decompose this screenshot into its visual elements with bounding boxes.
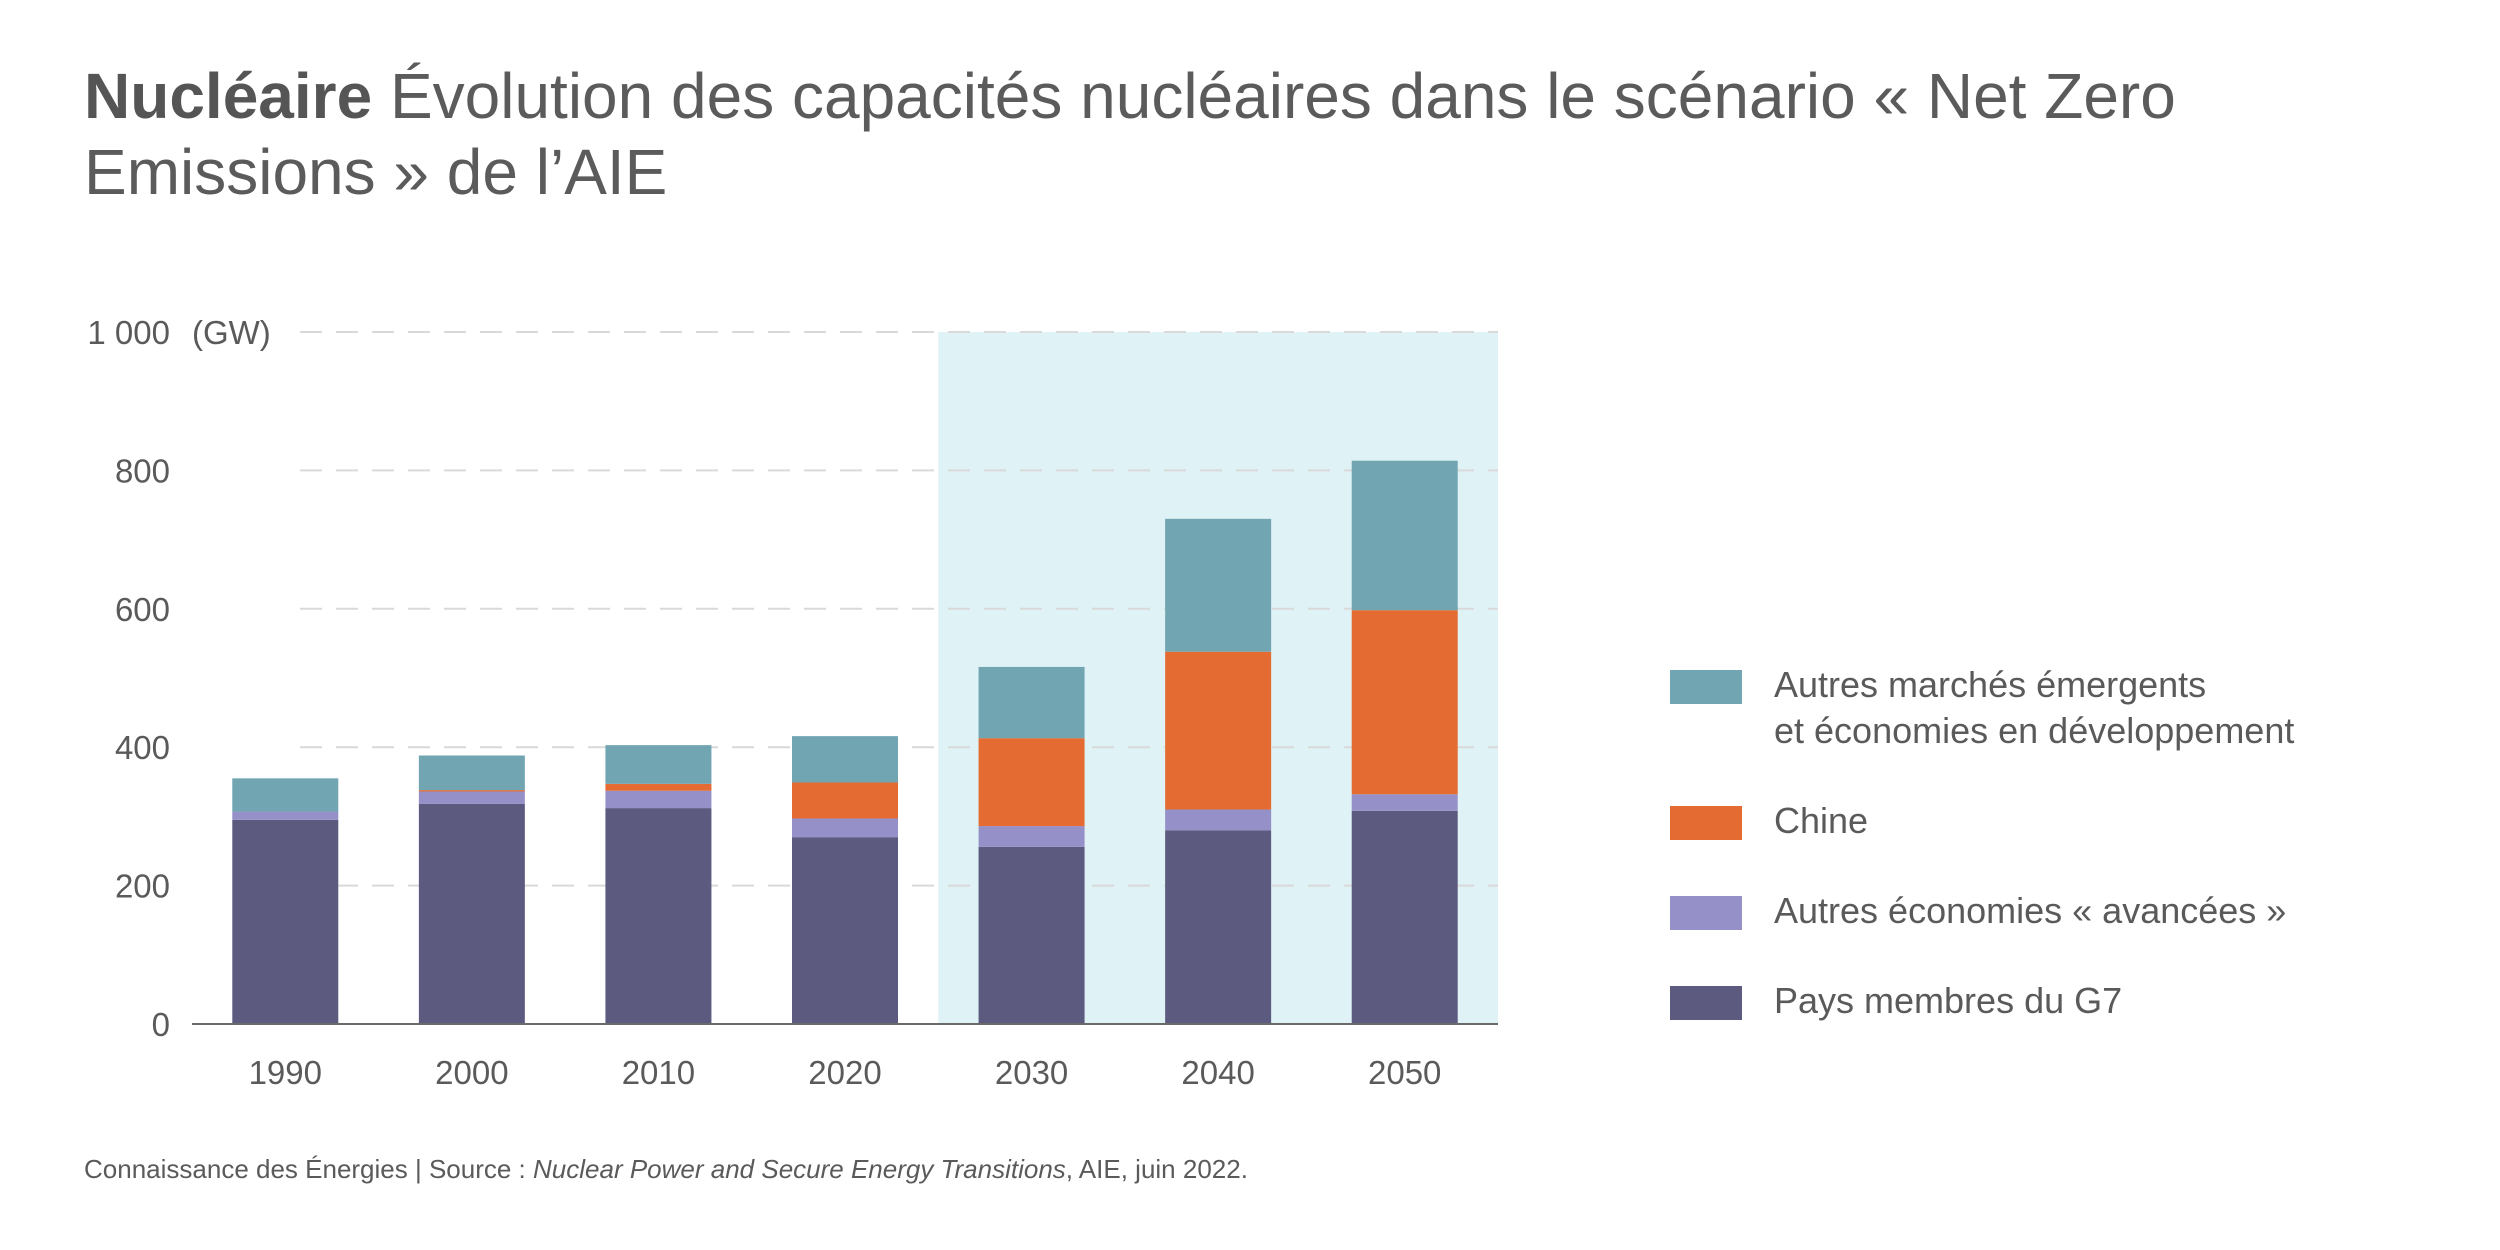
bar-segment [232,819,339,1024]
bar-segment [792,818,898,838]
bar-segment [232,778,339,812]
legend-label: Pays membres du G7 [1774,980,2123,1021]
legend-swatch [1670,670,1742,704]
legend-swatch [1670,986,1742,1020]
bar-segment [1351,610,1458,795]
y-unit-label: (GW) [192,314,271,351]
legend-label: Autres économies « avancées » [1774,890,2287,931]
bar-segment [605,783,712,791]
bar-segment [1351,460,1458,611]
x-tick-label: 2050 [1368,1054,1441,1091]
bar-segment [1351,810,1458,1024]
footer-suffix: , AIE, juin 2022. [1065,1154,1248,1184]
x-tick-label: 1990 [249,1054,322,1091]
y-tick-label: 200 [115,868,170,905]
legend-swatch [1670,896,1742,930]
bar-segment [232,811,339,820]
x-tick-label: 2030 [995,1054,1068,1091]
bar-segment [605,745,712,784]
y-tick-label: 400 [115,729,170,766]
legend-swatch [1670,806,1742,840]
y-tick-label: 800 [115,452,170,489]
bar-segment [605,808,712,1024]
bar-segment [978,738,1085,827]
bar-segment [418,791,525,804]
legend-label: Chine [1774,800,1869,841]
chart-title: Nucléaire Évolution des capacités nucléa… [84,58,2464,210]
bar-segment [978,846,1085,1024]
bar-segment [1165,809,1272,831]
bar-segment [792,782,898,819]
legend-label: Autres marchés émergents et économies en… [1774,664,2295,751]
bar-segment [418,803,525,1024]
x-tick-label: 2000 [435,1054,508,1091]
bar-segment [1165,830,1272,1024]
bar-segment [1351,794,1458,811]
y-tick-label: 0 [152,1006,170,1043]
bar-segment [978,666,1085,739]
x-tick-label: 2040 [1181,1054,1254,1091]
footer-source-title: Nuclear Power and Secure Energy Transiti… [533,1154,1066,1184]
bar-segment [418,790,525,792]
bar-segment [605,790,712,809]
y-tick-label: 600 [115,591,170,628]
y-tick-label: 1 000 [87,314,170,351]
bar-segment [792,736,898,783]
bar-segment [792,837,898,1024]
x-tick-label: 2020 [808,1054,881,1091]
title-text: Évolution des capacités nucléaires dans … [84,60,2176,208]
bar-segment [978,826,1085,847]
source-footer: Connaissance des Énergies | Source : Nuc… [84,1154,1248,1185]
title-strong: Nucléaire [84,60,373,132]
bar-segment [418,755,525,791]
bar-segment [1165,518,1272,652]
x-tick-label: 2010 [622,1054,695,1091]
bar-segment [1165,651,1272,810]
footer-prefix: Connaissance des Énergies | Source : [84,1154,534,1184]
